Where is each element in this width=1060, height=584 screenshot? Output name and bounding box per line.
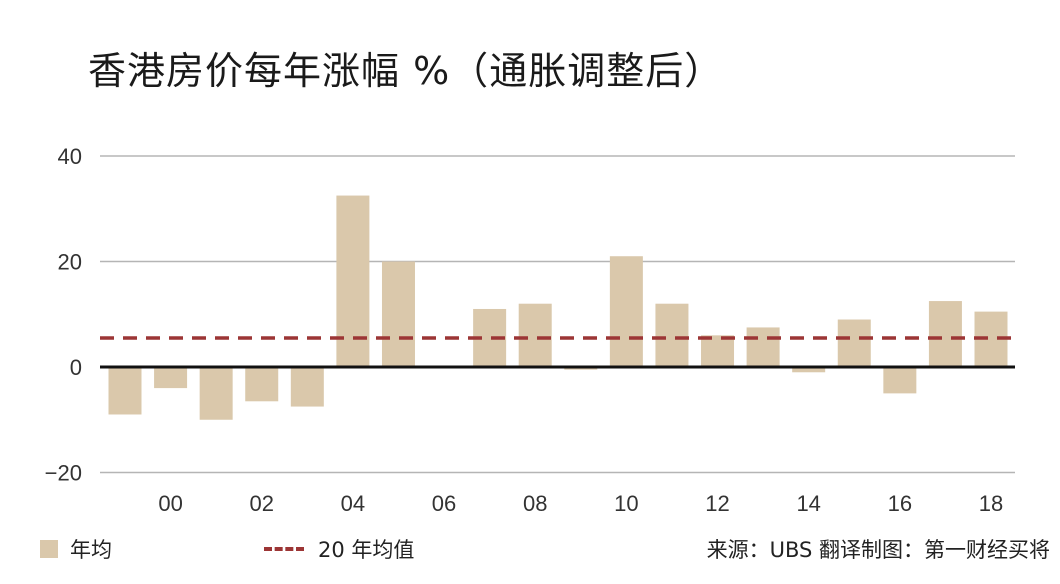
x-tick-label: 04 [341,491,365,516]
bar-02 [245,367,279,402]
x-tick-label: 10 [614,491,638,516]
bar-03 [290,367,324,407]
x-tick-label: 06 [432,491,456,516]
bar-16 [883,367,917,394]
legend-swatch-line [264,547,304,551]
x-tick-label: 08 [523,491,547,516]
bar-08 [518,303,552,367]
x-tick-label: 14 [796,491,820,516]
bar-13 [746,327,780,367]
legend-item-mean: 20 年均值 [264,534,414,564]
bar-01 [199,367,233,420]
bar-04 [336,195,370,367]
legend-label-mean: 20 年均值 [318,538,415,562]
chart-title: 香港房价每年涨幅 %（通胀调整后） [88,49,724,93]
bar-00 [154,367,188,389]
y-tick-label: 0 [70,355,82,380]
bar-99 [108,367,142,415]
legend-label-annual: 年均 [70,538,112,562]
x-tick-label: 12 [705,491,729,516]
legend-swatch-bar [40,540,58,558]
bar-15 [837,319,871,367]
x-tick-label: 00 [158,491,182,516]
x-tick-label: 18 [979,491,1003,516]
grid-lines [100,155,1015,474]
bar-14 [792,367,826,373]
x-tick-label: 16 [888,491,912,516]
bar-17 [928,301,962,367]
legend: 年均 20 年均值 来源：UBS 翻译制图：第一财经买将 [40,534,1050,574]
bars [108,195,1008,420]
bar-12 [701,335,735,367]
x-axis-ticks: 00 02 04 06 08 10 12 14 16 18 [158,491,1003,516]
bar-10 [609,256,643,367]
y-tick-label: 40 [58,144,82,169]
x-tick-label: 02 [249,491,273,516]
y-tick-label: 20 [58,250,82,275]
source-note: 来源：UBS 翻译制图：第一财经买将 [706,538,1050,562]
legend-item-annual: 年均 [40,534,112,564]
bar-11 [655,303,689,367]
y-tick-label: −20 [45,461,82,486]
y-axis-ticks: 40 20 0 −20 [45,144,82,486]
bar-05 [381,261,415,367]
